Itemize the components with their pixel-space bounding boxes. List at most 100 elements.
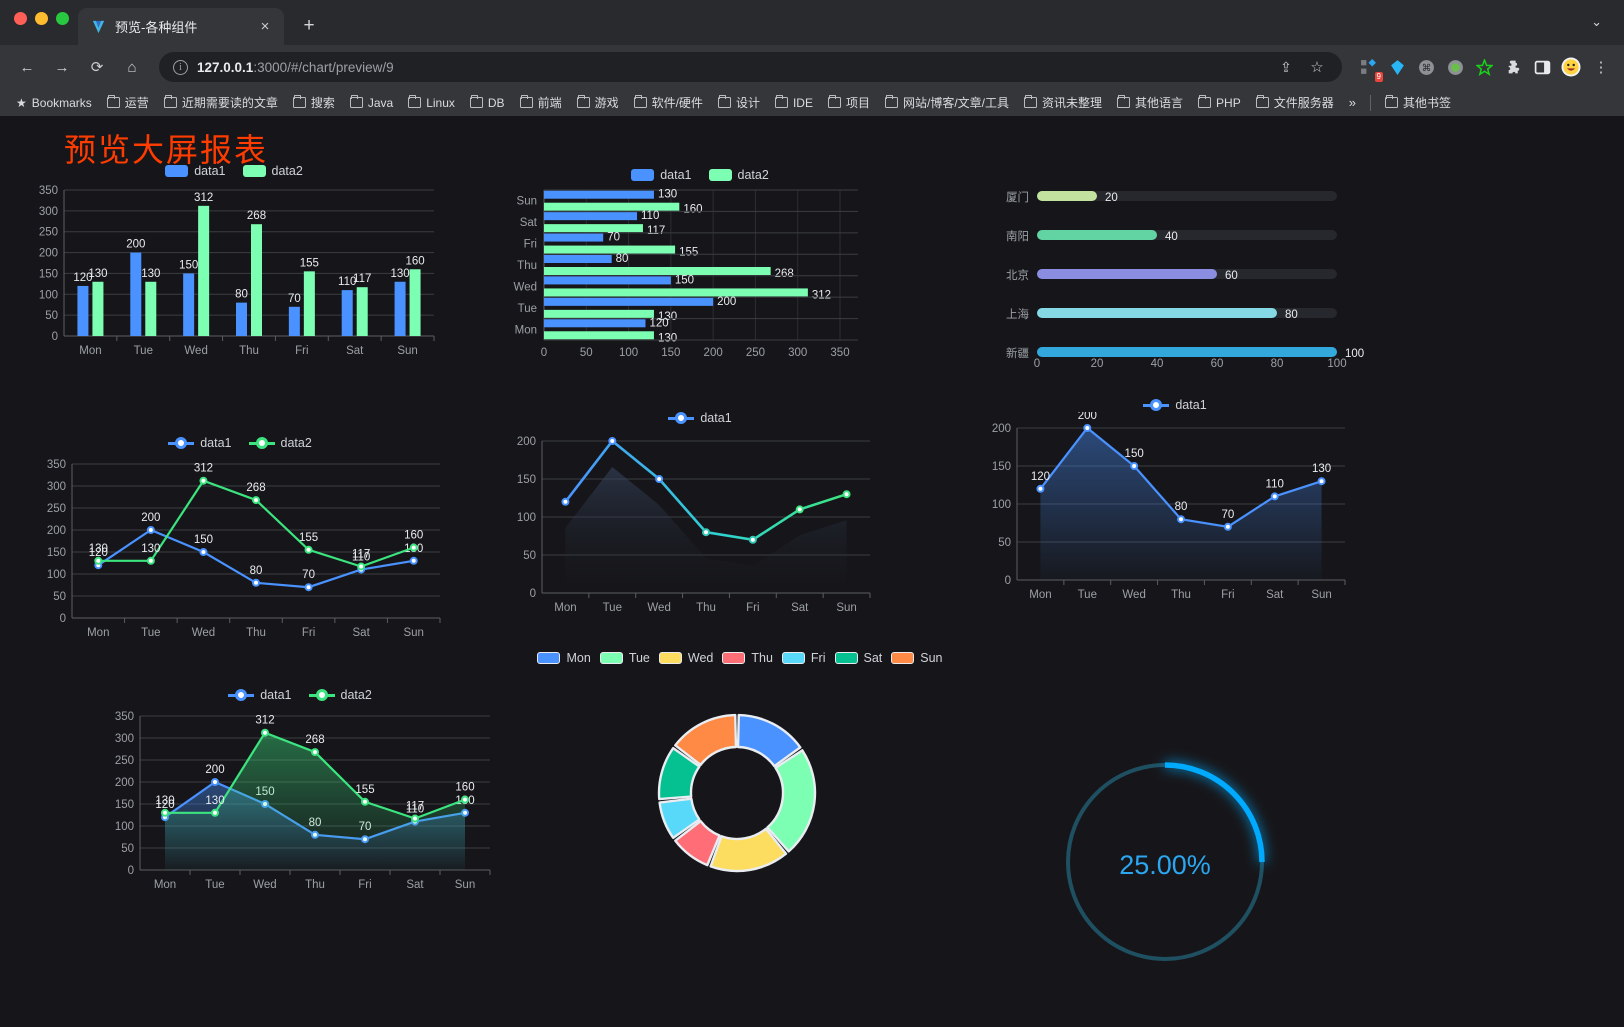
maximize-window-button[interactable] [56,12,69,25]
browser-tab[interactable]: 预览-各种组件 × [78,8,284,45]
chart-text: 70 [1221,509,1234,521]
minimize-window-button[interactable] [35,12,48,25]
forward-button[interactable]: → [54,58,70,76]
share-icon[interactable]: ⇪ [1280,58,1292,75]
legend-item-data1[interactable]: data1 [165,164,226,178]
chart-text: 150 [47,547,66,559]
legend-item-sun[interactable]: Sun [891,651,943,665]
browser-menu-button[interactable]: ⋮ [1593,59,1609,76]
legend-item-sat[interactable]: Sat [834,651,882,665]
side-panel-icon[interactable] [1532,57,1552,77]
chart-text: 150 [115,799,134,811]
chart-text: 0 [52,331,58,343]
legend-item-mon[interactable]: Mon [537,651,591,665]
bookmark-folder-2[interactable]: 搜索 [287,91,341,114]
pie-slice[interactable] [674,713,738,767]
chart-text: Sat [1266,589,1284,601]
chart-text: 350 [39,185,58,197]
legend-item-data2[interactable]: data2 [708,168,769,182]
legend-item-data2[interactable]: data2 [308,688,372,702]
legend-swatch [631,169,655,181]
grid-extension-icon[interactable]: 9 [1358,57,1383,82]
bookmark-folder-5[interactable]: DB [464,93,511,113]
legend-item-data1[interactable]: data1 [168,436,232,450]
home-button[interactable]: ⌂ [127,58,137,76]
legend-item-data1[interactable]: data1 [631,168,692,182]
window-controls[interactable] [14,12,69,25]
green-circle-extension-icon[interactable] [1445,57,1465,77]
legend-swatch [599,652,623,664]
new-tab-button[interactable]: + [303,15,315,36]
close-tab-button[interactable]: × [260,18,270,35]
legend-item-data2[interactable]: data2 [248,436,312,450]
bookmark-folder-15[interactable]: PHP [1192,93,1247,113]
grey-circle-extension-icon[interactable]: ⌘ [1416,57,1436,77]
chart-text: Thu [1171,589,1191,601]
close-window-button[interactable] [14,12,27,25]
bar [544,297,714,306]
diamond-extension-icon[interactable] [1387,57,1407,77]
legend-item-data2[interactable]: data2 [242,164,303,178]
green-star-extension-icon[interactable] [1474,57,1494,77]
data-point [361,797,369,806]
bookmark-folder-1[interactable]: 近期需要读的文章 [158,91,284,114]
bookmarks-overflow-button[interactable]: » [1348,95,1356,110]
site-info-icon[interactable]: i [173,59,188,75]
bookmark-item-bookmarks[interactable]: ★ Bookmarks [10,93,98,113]
legend-item-data1[interactable]: data1 [228,688,292,702]
chart-text: 130 [1312,463,1331,475]
legend-label: data1 [260,688,292,702]
bookmark-folder-16[interactable]: 文件服务器 [1250,91,1340,114]
data-point [1036,484,1045,493]
avatar[interactable] [1561,57,1581,77]
bookmark-folder-3[interactable]: Java [344,93,399,113]
bookmark-star-icon[interactable]: ☆ [1310,59,1324,76]
chart-text: Wed [253,879,276,891]
pie-slice[interactable] [657,746,701,801]
legend-item-data1[interactable]: data1 [1143,398,1207,412]
bookmark-folder-other[interactable]: 其他书签 [1379,91,1457,114]
bookmark-folder-12[interactable]: 网站/博客/文章/工具 [879,91,1015,114]
svg-text:⌘: ⌘ [1421,63,1431,74]
chart-text: Wed [647,602,670,614]
bookmark-folder-0[interactable]: 运营 [101,91,155,114]
bookmark-folder-9[interactable]: 设计 [712,91,766,114]
legend-item-thu[interactable]: Thu [722,651,773,665]
legend-item-tue[interactable]: Tue [599,651,650,665]
bookmark-folder-11[interactable]: 项目 [822,91,876,114]
bookmark-folder-4[interactable]: Linux [402,93,461,113]
legend-label: Sun [920,651,943,665]
legend-swatch [658,652,682,664]
bookmark-folder-14[interactable]: 其他语言 [1111,91,1189,114]
data-point [211,808,219,817]
legend-item-data1[interactable]: data1 [668,411,732,425]
chevron-down-icon[interactable]: ⌄ [1591,14,1602,29]
data-point [311,748,319,757]
data-point [1083,424,1092,432]
folder-icon [1117,95,1131,108]
bookmark-folder-10[interactable]: IDE [769,93,819,113]
pie-slice[interactable] [709,827,788,873]
pie-slice[interactable] [736,713,802,768]
chart-text: 110 [406,804,424,816]
back-button[interactable]: ← [19,58,35,76]
bookmark-label: 设计 [735,96,760,110]
chart-text: 100 [39,289,58,301]
pie-slice[interactable] [674,819,721,867]
chart-text: Sat [791,602,809,614]
area-right-svg: 0 50 100 150 200 Mon Tue Wed Thu Fri Sat Sun 120 200 1… [992,412,1346,601]
pie-slice[interactable] [766,749,817,853]
bookmark-folder-8[interactable]: 软件/硬件 [628,91,709,114]
pie-slice[interactable] [658,797,701,840]
chart-area-right: data1 0 50 100 150 200 Mon Tue Wed Thu Fri Sat Sun 1… [975,398,1375,612]
chart-text: 20 [1105,192,1118,204]
bookmark-folder-13[interactable]: 资讯未整理 [1018,91,1108,114]
bookmark-folder-6[interactable]: 前端 [514,91,568,114]
legend-item-wed[interactable]: Wed [658,651,713,665]
chart-text: Mon [1029,589,1051,601]
address-bar[interactable]: i 127.0.0.1:3000/#/chart/preview/9 ⇪ ☆ [159,52,1342,82]
bookmark-folder-7[interactable]: 游戏 [571,91,625,114]
legend-item-fri[interactable]: Fri [781,651,826,665]
reload-button[interactable]: ⟳ [90,59,104,76]
puzzle-extensions-icon[interactable] [1503,57,1523,77]
